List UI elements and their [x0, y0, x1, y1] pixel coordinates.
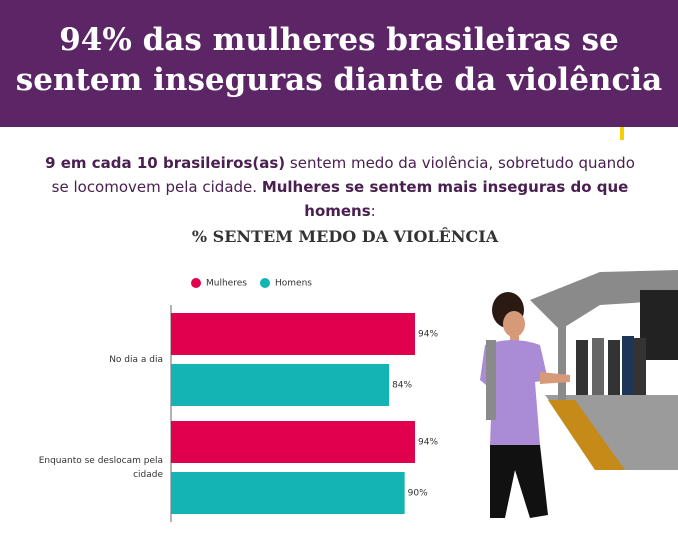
- page-title: 94% das mulheres brasileiras se sentem i…: [15, 22, 663, 98]
- value-label: 94%: [418, 438, 438, 448]
- subtitle-text: sentem medo da violência, sobretudo quan…: [51, 154, 635, 196]
- accent: [620, 127, 624, 140]
- legend-label: Homens: [275, 279, 312, 289]
- category-label: No dia a dia: [109, 355, 163, 365]
- subtitle-text: Mulheres se sentem mais inseguras do que…: [261, 178, 629, 220]
- header: 94% das mulheres brasileiras se sentem i…: [0, 0, 678, 127]
- value-label: 90%: [408, 489, 428, 499]
- subtitle: 9 em cada 10 brasileiros(as) sentem medo…: [40, 151, 640, 223]
- legend-swatch: [191, 278, 201, 288]
- subtitle-text: :: [370, 202, 376, 220]
- bar: [171, 472, 405, 514]
- bar: [171, 364, 390, 406]
- value-label: 84%: [392, 381, 412, 391]
- illustration: [480, 270, 678, 518]
- bar: [171, 313, 416, 355]
- value-label: 94%: [418, 330, 438, 340]
- legend-swatch: [260, 278, 270, 288]
- subtitle-text: 9 em cada 10 brasileiros(as): [45, 154, 286, 172]
- chart-title: % SENTEM MEDO DA VIOLÊNCIA: [191, 227, 499, 246]
- bar: [171, 421, 416, 463]
- category-label: Enquanto se deslocam pela cidade: [38, 456, 163, 480]
- legend-label: Mulheres: [206, 279, 247, 289]
